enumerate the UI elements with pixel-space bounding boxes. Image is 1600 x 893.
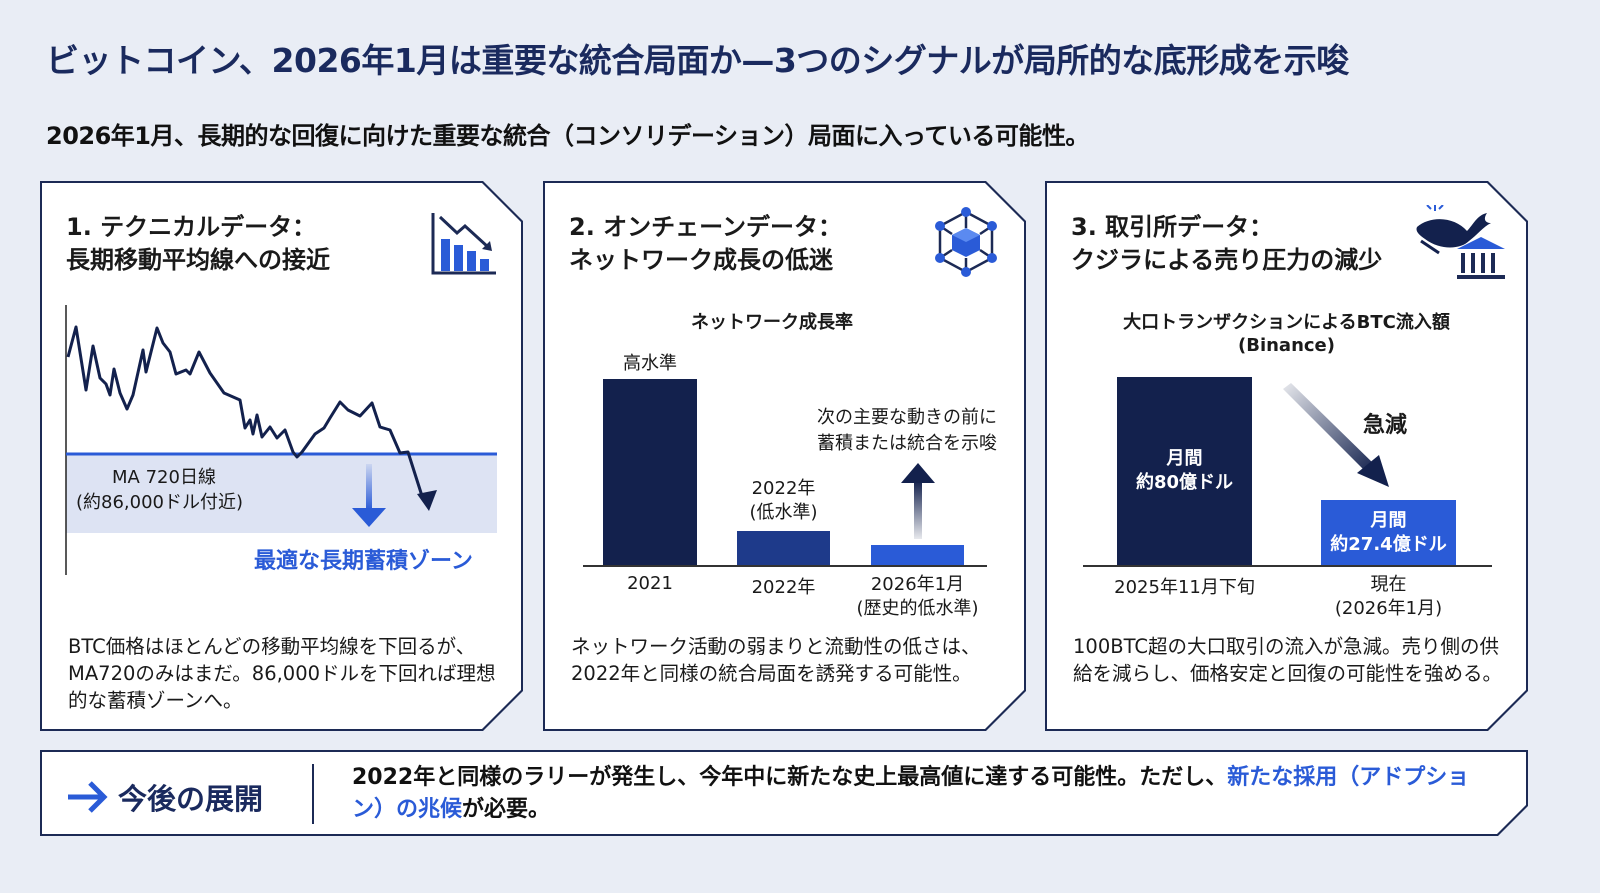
- ma-label-2: (約86,000ドル付近): [76, 492, 244, 513]
- arrow-right-icon: [66, 780, 110, 814]
- panel-onchain: 2. オンチェーンデータ： ネットワーク成長の低迷 ネットワーク成長率 高水準 2…: [543, 181, 1026, 731]
- down-arrow-shaft: [366, 464, 372, 510]
- baseline: [583, 565, 987, 567]
- panel-description: 100BTC超の大口取引の流入が急減。売り側の供給を減らし、価格安定と回復の可能…: [1073, 635, 1503, 685]
- page-title: ビットコイン、2026年1月は重要な統合局面か—3つのシグナルが局所的な底形成を…: [46, 41, 1349, 80]
- divider: [312, 764, 314, 824]
- panel-heading: 1. テクニカルデータ： 長期移動平均線への接近: [66, 213, 330, 274]
- zone-label: 最適な長期蓄積ゾーン: [254, 549, 473, 574]
- panel-description: ネットワーク活動の弱まりと流動性の低さは、2022年と同様の統合局面を誘発する可…: [571, 635, 981, 685]
- annotation: 次の主要な動きの前に 蓄積または統合を示唆: [817, 407, 997, 454]
- up-arrow-icon: [899, 461, 937, 539]
- outlook-label: 今後の展開: [118, 782, 264, 816]
- panel-description: BTC価格はほとんどの移動平均線を下回るが、MA720のみはまだ。86,000ド…: [68, 635, 496, 712]
- page-subtitle: 2026年1月、長期的な回復に向けた重要な統合（コンソリデーション）局面に入って…: [46, 122, 1089, 150]
- panel-heading: 3. 取引所データ： クジラによる売り圧力の減少: [1071, 213, 1383, 274]
- category-jan-2026: 現在 (2026年1月): [1334, 574, 1443, 619]
- panel-technical: 1. テクニカルデータ： 長期移動平均線への接近 MA 720日線 (約86,00…: [40, 181, 523, 731]
- price-chart: [0, 0, 520, 780]
- chart-subtitle: (Binance): [1238, 335, 1335, 356]
- network-cube-icon: [930, 206, 1002, 278]
- outlook-text: 2022年と同様のラリーが発生し、今年中に新たな史上最高値に達する可能性。ただし…: [352, 765, 1470, 822]
- bar-2026: [871, 545, 964, 565]
- price-line: [68, 327, 422, 496]
- bar-2021: [603, 379, 697, 565]
- category-2022: 2022年: [751, 577, 816, 598]
- category-2026: 2026年1月 (歴史的低水準): [856, 574, 979, 619]
- decline-arrow-icon: [1279, 381, 1399, 493]
- bar-label-jan-2026: 月間 約27.4億ドル: [1330, 510, 1447, 555]
- outlook-box: 今後の展開 2022年と同様のラリーが発生し、今年中に新たな史上最高値に達する可…: [40, 750, 1528, 836]
- baseline: [1083, 565, 1492, 567]
- bar-2022: [737, 531, 830, 565]
- panel-heading: 2. オンチェーンデータ： ネットワーク成長の低迷: [569, 213, 842, 274]
- bar-chart-down-icon: [430, 211, 498, 277]
- price-arrow-icon: [417, 490, 437, 511]
- bar-label-2022: 2022年 (低水準): [749, 478, 818, 523]
- bar-nov-2025: [1117, 377, 1252, 565]
- bar-label-nov-2025: 月間 約80億ドル: [1135, 448, 1234, 493]
- panel-exchange: 3. 取引所データ： クジラによる売り圧力の減少 大口トランザクションによるBTC…: [1045, 181, 1528, 731]
- category-2021: 2021: [627, 573, 673, 594]
- chart-title: ネットワーク成長率: [691, 312, 853, 333]
- bar-jan-2026: [1321, 500, 1456, 565]
- annotation: 急減: [1363, 413, 1408, 438]
- chart-title: 大口トランザクションによるBTC流入額: [1123, 312, 1450, 333]
- bar-label-2021: 高水準: [623, 353, 677, 374]
- whale-bank-icon: [1411, 205, 1507, 285]
- down-arrow-icon: [352, 508, 386, 527]
- ma-label-1: MA 720日線: [112, 467, 216, 488]
- category-nov-2025: 2025年11月下旬: [1114, 577, 1255, 598]
